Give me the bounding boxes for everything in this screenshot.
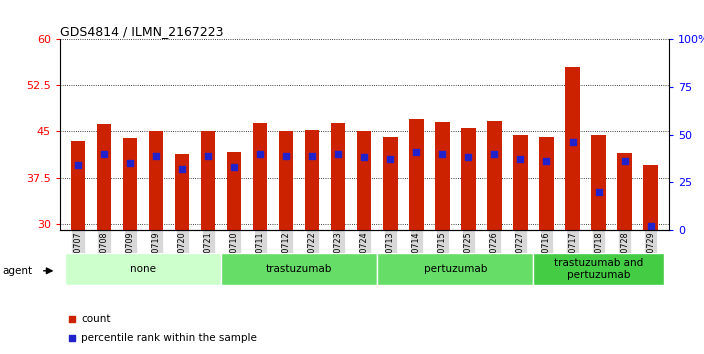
Text: pertuzumab: pertuzumab: [424, 264, 487, 274]
Bar: [221, 253, 377, 285]
Point: [125, 160, 136, 166]
Point: [470, 246, 481, 251]
Text: trastuzumab and
pertuzumab: trastuzumab and pertuzumab: [554, 258, 643, 280]
Point: [281, 153, 292, 158]
Bar: [253, 124, 268, 230]
Bar: [71, 141, 85, 230]
Point: [255, 151, 266, 156]
Point: [567, 139, 578, 145]
Bar: [409, 119, 424, 230]
Bar: [123, 138, 137, 230]
Point: [470, 72, 481, 78]
Bar: [331, 124, 346, 230]
Bar: [487, 121, 501, 230]
Bar: [65, 253, 221, 285]
Point: [541, 159, 552, 164]
Point: [358, 155, 370, 160]
Point: [463, 155, 474, 160]
Bar: [149, 131, 163, 230]
Text: agent: agent: [2, 266, 32, 276]
Bar: [377, 253, 534, 285]
Point: [410, 149, 422, 155]
Bar: [565, 67, 579, 230]
Point: [307, 153, 318, 158]
Text: GDS4814 / ILMN_2167223: GDS4814 / ILMN_2167223: [60, 25, 223, 38]
Bar: [383, 137, 398, 230]
Point: [99, 151, 110, 156]
Point: [593, 189, 604, 195]
Point: [384, 156, 396, 162]
Bar: [201, 131, 215, 230]
Point: [619, 159, 630, 164]
Bar: [175, 154, 189, 230]
Point: [177, 166, 188, 172]
Point: [515, 156, 526, 162]
Point: [489, 151, 500, 156]
Bar: [643, 165, 658, 230]
Bar: [617, 153, 631, 230]
Text: percentile rank within the sample: percentile rank within the sample: [81, 333, 257, 343]
Text: count: count: [81, 314, 111, 324]
Bar: [435, 122, 450, 230]
Point: [645, 223, 656, 229]
Point: [436, 151, 448, 156]
Bar: [227, 153, 241, 230]
Bar: [279, 131, 294, 230]
Bar: [513, 135, 527, 230]
Bar: [591, 135, 605, 230]
Point: [151, 153, 162, 158]
Text: none: none: [130, 264, 156, 274]
Bar: [97, 124, 111, 230]
Point: [73, 162, 84, 168]
Bar: [539, 137, 553, 230]
Text: trastuzumab: trastuzumab: [266, 264, 332, 274]
Point: [203, 153, 214, 158]
Bar: [461, 129, 476, 230]
Bar: [357, 131, 372, 230]
Bar: [534, 253, 664, 285]
Point: [333, 151, 344, 156]
Point: [229, 164, 240, 170]
Bar: [305, 130, 320, 230]
